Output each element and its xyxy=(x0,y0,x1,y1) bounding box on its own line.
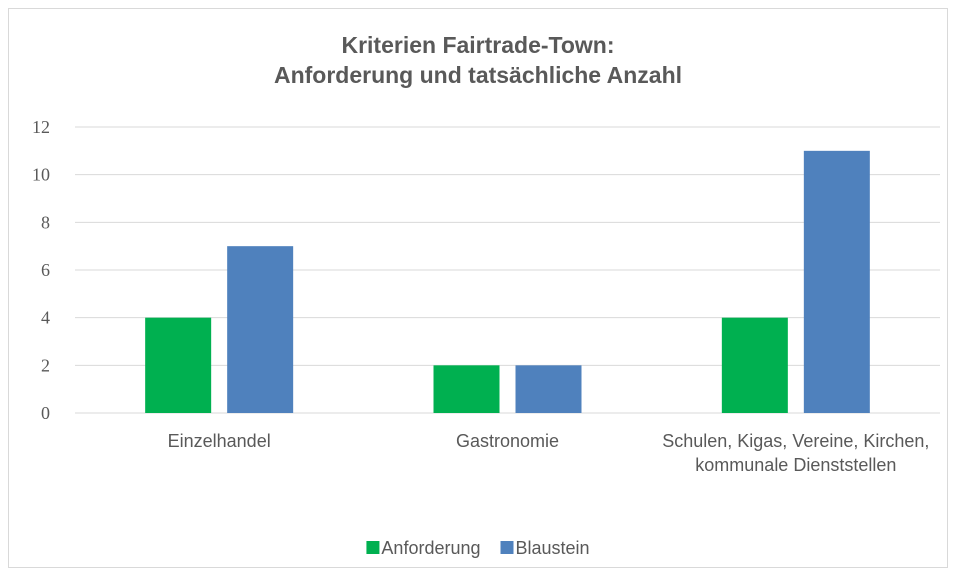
legend-swatch xyxy=(366,541,380,554)
bar xyxy=(433,365,500,413)
title-line: Anforderung und tatsächliche Anzahl xyxy=(274,62,682,88)
y-tick-label: 2 xyxy=(41,355,50,375)
label-line: Gastronomie xyxy=(456,431,559,451)
bar xyxy=(145,317,212,413)
x-tick-label: Gastronomie xyxy=(456,431,559,451)
legend: Anforderung Blaustein xyxy=(366,538,590,558)
bar xyxy=(227,246,294,413)
label-line: kommunale Dienststellen xyxy=(695,455,896,475)
y-tick-label: 10 xyxy=(32,165,50,185)
y-tick-label: 6 xyxy=(41,260,50,280)
bar xyxy=(515,365,582,413)
bar xyxy=(803,150,870,414)
label-line: Schulen, Kigas, Vereine, Kirchen, xyxy=(662,431,929,451)
y-tick-label: 8 xyxy=(41,212,50,232)
y-tick-label: 12 xyxy=(32,117,50,137)
chart-title: Kriterien Fairtrade-Town: Anforderung und… xyxy=(274,32,682,88)
bar xyxy=(721,317,788,413)
chart-frame xyxy=(8,8,948,568)
y-tick-label: 4 xyxy=(41,308,50,328)
x-tick-label: Einzelhandel xyxy=(168,431,271,451)
legend-label: Anforderung xyxy=(381,538,480,558)
label-line: Einzelhandel xyxy=(168,431,271,451)
legend-label: Blaustein xyxy=(516,538,590,558)
legend-swatch xyxy=(500,541,514,554)
title-line: Kriterien Fairtrade-Town: xyxy=(341,32,614,58)
x-tick-label: Schulen, Kigas, Vereine, Kirchen, kommuna… xyxy=(662,431,929,475)
y-tick-label: 0 xyxy=(41,403,50,423)
